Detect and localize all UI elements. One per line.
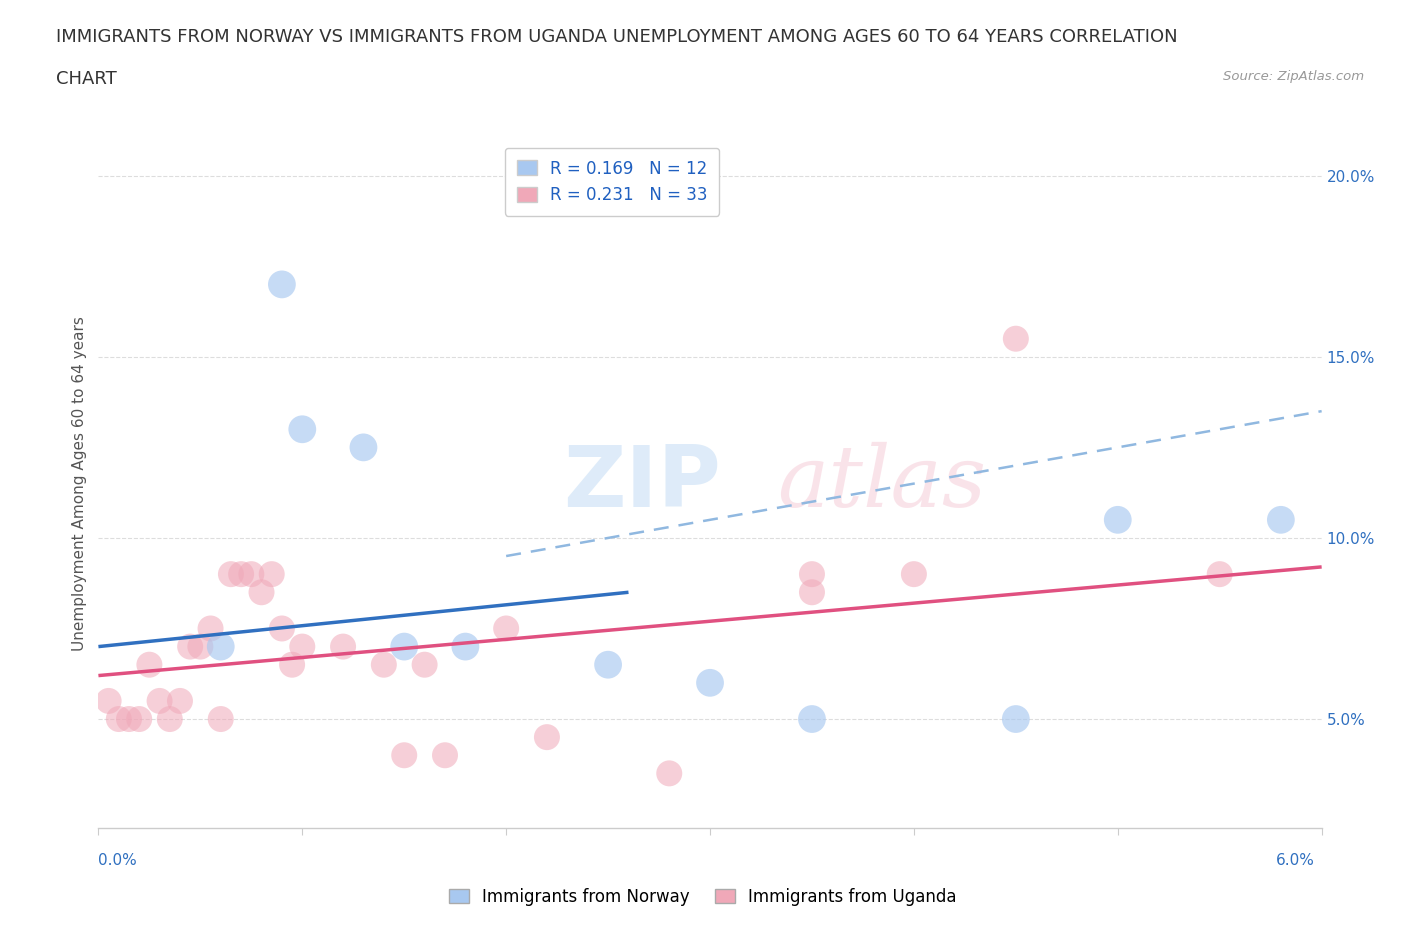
Point [270, 277, 292, 292]
Point [260, 566, 283, 581]
Point [270, 621, 292, 636]
Point [454, 639, 477, 654]
Point [801, 711, 824, 726]
Point [219, 566, 242, 581]
Text: CHART: CHART [56, 70, 117, 87]
Point [332, 639, 354, 654]
Text: atlas: atlas [778, 443, 987, 525]
Point [392, 639, 416, 654]
Point [1004, 331, 1026, 346]
Point [433, 748, 456, 763]
Point [495, 621, 517, 636]
Point [200, 621, 222, 636]
Text: Source: ZipAtlas.com: Source: ZipAtlas.com [1223, 70, 1364, 83]
Point [801, 566, 824, 581]
Legend: Immigrants from Norway, Immigrants from Uganda: Immigrants from Norway, Immigrants from … [443, 881, 963, 912]
Point [1107, 512, 1129, 527]
Point [159, 711, 181, 726]
Point [97, 694, 120, 709]
Point [291, 639, 314, 654]
Point [373, 658, 395, 672]
Point [536, 730, 558, 745]
Point [229, 566, 253, 581]
Text: 0.0%: 0.0% [98, 853, 138, 868]
Point [128, 711, 150, 726]
Text: 6.0%: 6.0% [1275, 853, 1315, 868]
Point [118, 711, 141, 726]
Point [240, 566, 263, 581]
Point [801, 585, 824, 600]
Point [352, 440, 374, 455]
Point [209, 639, 232, 654]
Point [1208, 566, 1230, 581]
Text: IMMIGRANTS FROM NORWAY VS IMMIGRANTS FROM UGANDA UNEMPLOYMENT AMONG AGES 60 TO 6: IMMIGRANTS FROM NORWAY VS IMMIGRANTS FRO… [56, 28, 1178, 46]
Point [903, 566, 925, 581]
Point [169, 694, 191, 709]
Point [179, 639, 201, 654]
Point [281, 658, 304, 672]
Point [1004, 711, 1026, 726]
Point [596, 658, 619, 672]
Point [658, 766, 681, 781]
Point [138, 658, 160, 672]
Point [291, 422, 314, 437]
Point [188, 639, 211, 654]
Y-axis label: Unemployment Among Ages 60 to 64 years: Unemployment Among Ages 60 to 64 years [72, 316, 87, 651]
Point [699, 675, 721, 690]
Point [392, 748, 416, 763]
Point [149, 694, 172, 709]
Point [108, 711, 131, 726]
Point [209, 711, 232, 726]
Legend: R = 0.169   N = 12, R = 0.231   N = 33: R = 0.169 N = 12, R = 0.231 N = 33 [505, 148, 720, 216]
Point [413, 658, 436, 672]
Point [250, 585, 273, 600]
Text: ZIP: ZIP [564, 442, 721, 525]
Point [1270, 512, 1292, 527]
